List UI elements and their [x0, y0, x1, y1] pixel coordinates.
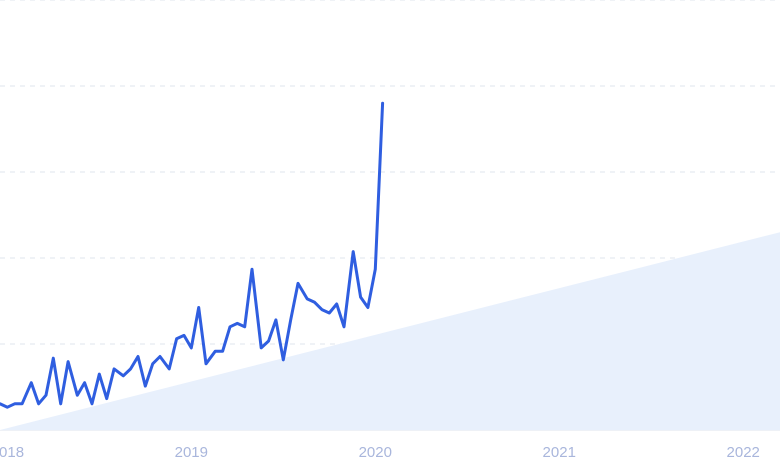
series-layer: [0, 101, 385, 409]
series-line-0: [0, 101, 385, 409]
x-tick-label-2019: 2019: [175, 444, 208, 461]
x-tick-label-2021: 2021: [543, 444, 576, 461]
x-axis-ticks: 2018 2019 2020 2021 2022: [0, 444, 760, 461]
x-tick-label-2018: 2018: [0, 444, 24, 461]
trend-layer: [0, 232, 780, 430]
x-tick-label-2022: 2022: [727, 444, 760, 461]
trend-area: [0, 232, 780, 430]
x-tick-label-2020: 2020: [359, 444, 392, 461]
